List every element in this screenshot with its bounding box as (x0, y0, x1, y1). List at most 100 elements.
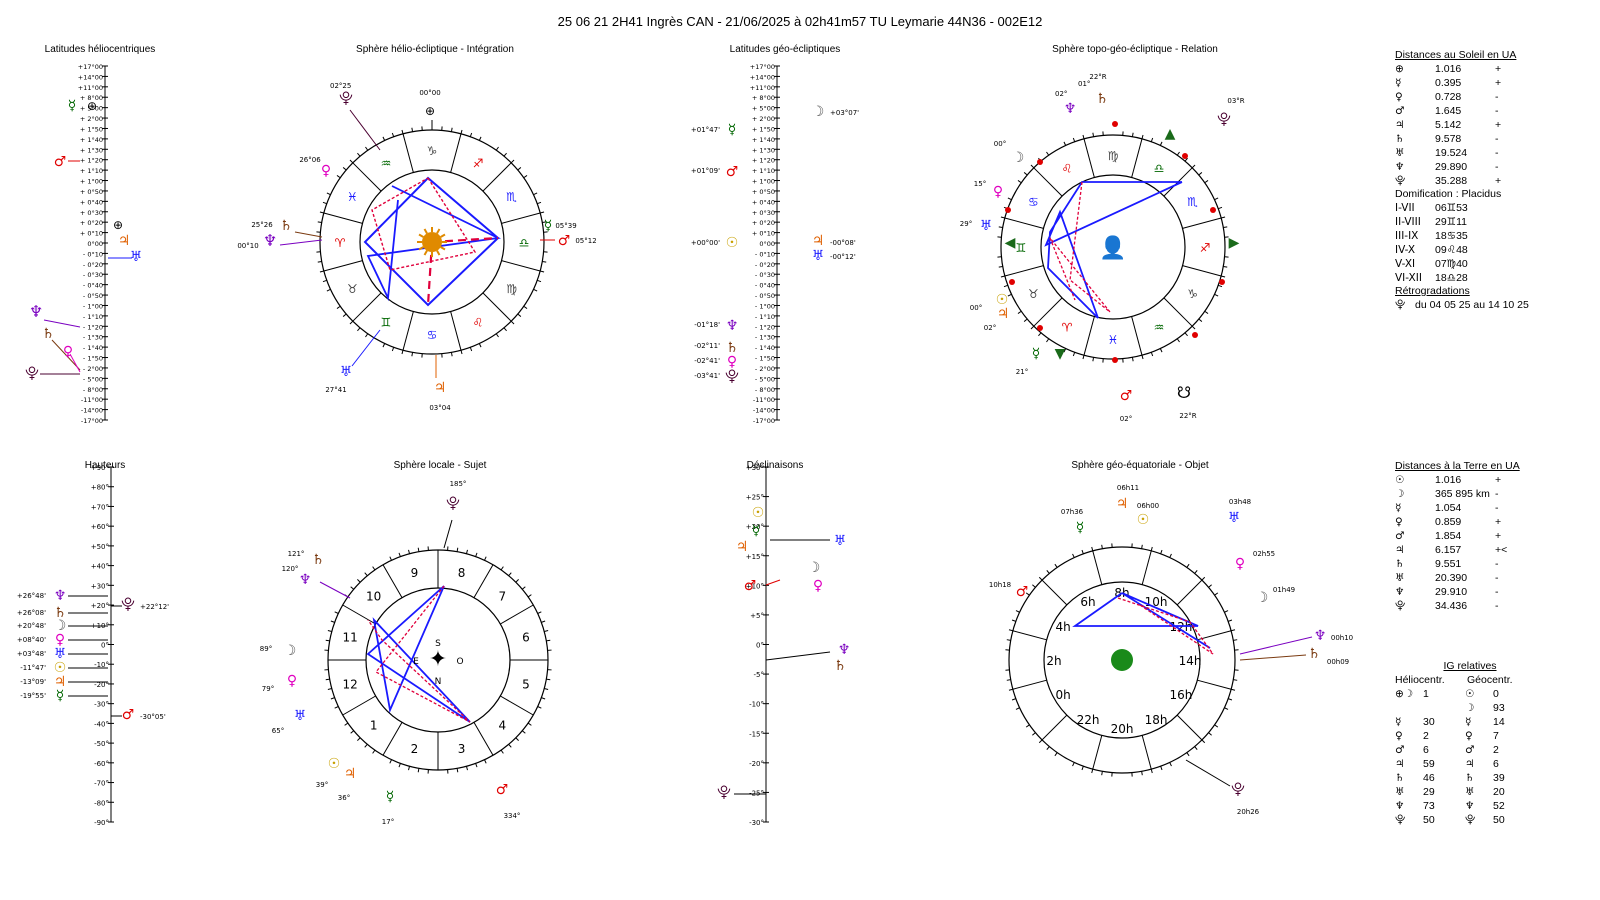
helio-lat-scale-tick-label: - 1°20 (83, 323, 103, 331)
helio-division-label: ♑ (427, 144, 438, 158)
domification-row: I-VII 06♊53 (1395, 201, 1565, 215)
helio-inner-ring (359, 169, 505, 315)
plu-lat-label: -03°41' (694, 372, 720, 380)
equat-degree-tick (1015, 610, 1020, 613)
topo-division-label: ♈ (1062, 321, 1073, 335)
equat-aspect-dashed (1117, 597, 1214, 655)
sat-icon: ♄ (42, 326, 55, 342)
helio-lat-scale-tick-label: - 0°50 (83, 292, 103, 300)
helio-lat-scale-tick-label: + 1°30 (80, 146, 103, 154)
local-degree-tick (508, 572, 512, 577)
helio-degree-tick (460, 350, 463, 355)
compass-o: O (456, 657, 463, 667)
planet-icon: ☉ (1395, 474, 1405, 486)
local-degree-tick (408, 549, 411, 554)
planet-icon: ⯓ (1395, 600, 1406, 612)
earth-distance-row: ♆ 29.910 - (1395, 585, 1565, 599)
helio-ig-value: 6 (1423, 744, 1429, 756)
local-degree-tick (389, 759, 392, 764)
cusp-value: 07♍40 (1435, 258, 1468, 270)
helio-lat-scale-tick-label: + 1°10 (80, 167, 103, 175)
helio-planet-icon: ♆ (1395, 800, 1405, 812)
ig-row: ♆ 73 ♆ 52 (1395, 799, 1545, 813)
moon-icon: ☽ (54, 618, 67, 634)
helio-degree-tick (523, 305, 528, 309)
mars-icon: ♂ (726, 164, 739, 180)
panel-title-topo-sphere: Sphère topo-géo-écliptique - Relation (1052, 44, 1218, 55)
topo-degree-tick (998, 226, 1003, 229)
geo-ig-value: 6 (1493, 758, 1499, 770)
earth-distance-row: ☿ 1.054 - (1395, 501, 1565, 515)
geo-lat-scale-tick-label: + 0°10 (752, 230, 775, 238)
moon-icon: ☽ (1256, 590, 1269, 606)
person-icon: 👤 (1099, 235, 1126, 261)
geo-planet-icon: ♄ (1465, 772, 1475, 784)
ic-arrow-icon: ▼ (1055, 346, 1066, 362)
local-degree-tick (546, 639, 551, 642)
helio-division-label: ♐ (473, 156, 484, 170)
jup-icon: ♃ (434, 380, 447, 396)
topo-aspect-lines (1044, 181, 1183, 319)
nep-topo-label2: 02° (1055, 90, 1067, 98)
local-degree-tick (364, 743, 368, 748)
topo-division-line (1033, 297, 1063, 327)
sat-lat-label: -02°11' (694, 342, 720, 350)
equat-degree-tick (1228, 698, 1233, 701)
helio-degree-tick (326, 288, 331, 292)
local-degree-tick (357, 737, 361, 741)
topo-degree-tick (1023, 318, 1028, 322)
topo-degree-tick (1030, 164, 1035, 169)
planet-icon: ♂ (1395, 530, 1405, 542)
equat-degree-tick (1201, 576, 1206, 581)
helio-ig-value (1423, 701, 1465, 715)
domification-row: VI-XII 18♎28 (1395, 271, 1565, 285)
equat-division-line (1197, 630, 1232, 641)
equat-degree-tick (1150, 546, 1153, 551)
local-degree-tick (372, 749, 376, 754)
local-division-label: 12 (342, 678, 357, 692)
equat-degree-tick (1011, 619, 1016, 622)
jup-icon: ♃ (1116, 496, 1129, 512)
distance-value: 5.142 (1435, 119, 1462, 131)
equat-degree-tick (1008, 688, 1013, 691)
house-cusp-dot (1009, 279, 1015, 285)
height-scale-tick-label: -60° (94, 760, 109, 768)
plu-local-label: 185° (450, 480, 467, 488)
merc-icon: ☿ (544, 218, 553, 234)
helio-division-line (352, 162, 382, 192)
trend-sign: - (1495, 488, 1499, 500)
equat-division-line (1041, 579, 1068, 606)
sat-helio-label: 25°26 (251, 221, 273, 229)
equat-degree-tick (1231, 688, 1236, 691)
geo-planet-icon: ♀ (1465, 730, 1473, 742)
ven-icon: ♀ (55, 632, 65, 648)
decl-scale-tick-label: -25° (749, 789, 764, 797)
compass-n: N (435, 677, 442, 687)
mars-equat-label: 10h18 (989, 581, 1011, 589)
topo-division-label: ♍ (1108, 149, 1119, 163)
trend-sign: + (1495, 175, 1502, 187)
sat-icon: ♄ (834, 658, 847, 674)
retro-text: du 04 05 25 au 14 10 25 (1415, 299, 1529, 311)
helio-ig-value: 46 (1423, 772, 1435, 784)
local-division-label: 10 (366, 590, 381, 604)
geo-lat-scale-tick-label: + 1°40 (752, 136, 775, 144)
equat-degree-tick (1032, 584, 1036, 588)
equat-degree-tick (1015, 707, 1020, 710)
helio-lat-scale-tick-label: + 0°10 (80, 230, 103, 238)
local-division-line (500, 695, 534, 716)
helio-division-label: ♉ (347, 282, 358, 296)
trend-sign: + (1495, 516, 1502, 528)
geo-lat-scale-tick-label: -14°00 (753, 407, 775, 415)
sun-icon: ☉ (1137, 512, 1150, 528)
ura-icon: ♅ (980, 218, 993, 234)
merc-icon: ☿ (386, 789, 395, 805)
topo-division-label: ♌ (1062, 161, 1073, 175)
helio-degree-tick (540, 270, 545, 273)
ven-helio-label: 26°06 (299, 156, 321, 164)
mars-icon: ♂ (54, 154, 67, 170)
topo-degree-tick (1198, 318, 1203, 322)
trend-sign: + (1495, 474, 1502, 486)
helio-planet-icon: ♂ (1395, 744, 1405, 756)
helio-degree-tick (342, 313, 347, 317)
